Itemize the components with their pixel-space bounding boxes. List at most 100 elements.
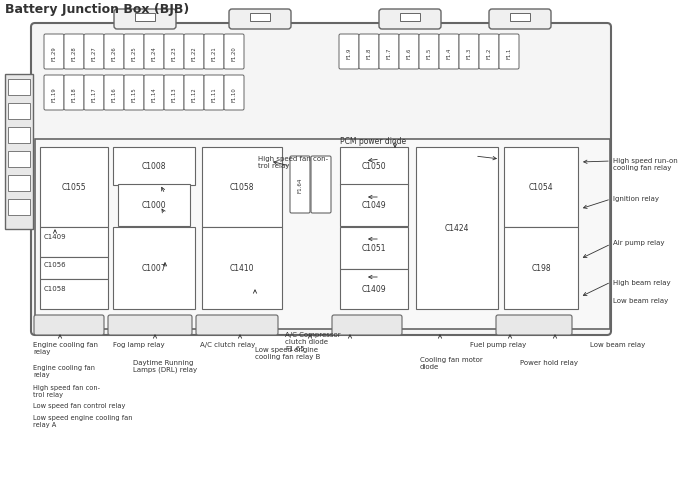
Bar <box>510 14 530 22</box>
FancyBboxPatch shape <box>459 35 479 70</box>
FancyBboxPatch shape <box>184 35 204 70</box>
Text: Low speed engine
cooling fan relay B: Low speed engine cooling fan relay B <box>255 346 320 359</box>
Bar <box>118 184 190 227</box>
Text: F1.13: F1.13 <box>172 87 177 102</box>
Text: High speed fan con-
trol relay: High speed fan con- trol relay <box>33 384 100 397</box>
FancyBboxPatch shape <box>229 10 291 30</box>
Bar <box>8 104 30 120</box>
FancyBboxPatch shape <box>224 35 244 70</box>
FancyBboxPatch shape <box>164 76 184 111</box>
Bar <box>5 75 33 229</box>
Bar <box>113 227 195 309</box>
Text: Battery Junction Box (BJB): Battery Junction Box (BJB) <box>5 3 189 16</box>
FancyBboxPatch shape <box>184 76 204 111</box>
Text: High speed run-on
cooling fan relay: High speed run-on cooling fan relay <box>613 158 678 171</box>
Text: F1.1: F1.1 <box>506 48 512 59</box>
Text: F1.14: F1.14 <box>152 87 157 102</box>
Bar <box>340 270 408 309</box>
Bar <box>8 128 30 144</box>
FancyBboxPatch shape <box>64 76 84 111</box>
FancyBboxPatch shape <box>124 35 144 70</box>
Text: A/C clutch relay: A/C clutch relay <box>200 341 256 348</box>
Text: F1.5: F1.5 <box>427 48 431 59</box>
Text: F1.10: F1.10 <box>232 87 236 102</box>
Text: Fog lamp relay: Fog lamp relay <box>113 341 165 348</box>
FancyBboxPatch shape <box>114 10 176 30</box>
Text: F1.28: F1.28 <box>71 46 76 61</box>
Text: C1049: C1049 <box>361 201 386 210</box>
Bar <box>340 148 408 186</box>
Text: C1051: C1051 <box>362 244 386 253</box>
Text: F1.17: F1.17 <box>91 87 96 102</box>
Bar <box>40 148 108 227</box>
Bar <box>250 14 270 22</box>
Text: F1.22: F1.22 <box>192 46 196 61</box>
Text: C1050: C1050 <box>361 162 386 171</box>
FancyBboxPatch shape <box>496 316 572 335</box>
Text: Air pump relay: Air pump relay <box>613 240 664 245</box>
Text: F1.23: F1.23 <box>172 46 177 60</box>
FancyBboxPatch shape <box>224 76 244 111</box>
Bar <box>40 227 108 257</box>
FancyBboxPatch shape <box>439 35 459 70</box>
Text: C1055: C1055 <box>62 183 87 192</box>
Bar <box>504 148 578 227</box>
Text: Low beam relay: Low beam relay <box>590 341 645 348</box>
Bar <box>8 151 30 167</box>
Text: Low speed engine cooling fan
relay A: Low speed engine cooling fan relay A <box>33 414 133 427</box>
Text: F1.24: F1.24 <box>152 46 157 61</box>
Text: F1.12: F1.12 <box>192 87 196 102</box>
Text: Daytime Running
Lamps (DRL) relay: Daytime Running Lamps (DRL) relay <box>133 359 197 373</box>
Text: F1.7: F1.7 <box>387 48 392 59</box>
Text: C1410: C1410 <box>229 264 254 273</box>
FancyBboxPatch shape <box>479 35 499 70</box>
Text: Low beam relay: Low beam relay <box>613 297 668 303</box>
Text: C1424: C1424 <box>444 224 469 233</box>
Text: F1.3: F1.3 <box>466 48 471 59</box>
Text: F1.11: F1.11 <box>212 87 216 102</box>
Text: PCM power diode: PCM power diode <box>340 136 406 146</box>
Bar <box>40 279 108 309</box>
Text: F1.29: F1.29 <box>52 46 56 61</box>
Text: C1054: C1054 <box>529 183 553 192</box>
FancyBboxPatch shape <box>144 35 164 70</box>
Text: F1.27: F1.27 <box>91 46 96 61</box>
Text: Power hold relay: Power hold relay <box>520 359 578 365</box>
Text: F1.15: F1.15 <box>131 87 137 102</box>
FancyBboxPatch shape <box>44 76 64 111</box>
Text: C1409: C1409 <box>44 233 67 240</box>
Text: F1.64: F1.64 <box>297 178 302 193</box>
Text: F1.4: F1.4 <box>447 48 451 59</box>
FancyBboxPatch shape <box>196 316 278 335</box>
FancyBboxPatch shape <box>84 35 104 70</box>
Bar <box>416 148 498 309</box>
Bar <box>400 14 420 22</box>
Bar <box>340 184 408 227</box>
Bar <box>8 199 30 215</box>
Text: C1000: C1000 <box>142 201 166 210</box>
Text: F1.26: F1.26 <box>111 46 117 61</box>
FancyBboxPatch shape <box>31 24 611 335</box>
Bar <box>8 80 30 96</box>
Text: C1056: C1056 <box>44 261 67 268</box>
FancyBboxPatch shape <box>489 10 551 30</box>
Text: F1.21: F1.21 <box>212 46 216 61</box>
FancyBboxPatch shape <box>379 10 441 30</box>
FancyBboxPatch shape <box>204 76 224 111</box>
FancyBboxPatch shape <box>311 157 331 213</box>
FancyBboxPatch shape <box>34 316 104 335</box>
Text: F1.8: F1.8 <box>366 48 372 59</box>
Bar <box>8 176 30 192</box>
Text: C1007: C1007 <box>142 264 166 273</box>
Text: C198: C198 <box>531 264 551 273</box>
FancyBboxPatch shape <box>419 35 439 70</box>
Bar <box>135 14 155 22</box>
Text: Ignition relay: Ignition relay <box>613 196 659 201</box>
Text: High speed fan con-
trol relay: High speed fan con- trol relay <box>258 156 328 168</box>
Text: F1.20: F1.20 <box>232 46 236 61</box>
Text: High beam relay: High beam relay <box>613 279 671 286</box>
FancyBboxPatch shape <box>44 35 64 70</box>
FancyBboxPatch shape <box>144 76 164 111</box>
Text: F1.25: F1.25 <box>131 46 137 61</box>
Text: F1.19: F1.19 <box>52 87 56 102</box>
